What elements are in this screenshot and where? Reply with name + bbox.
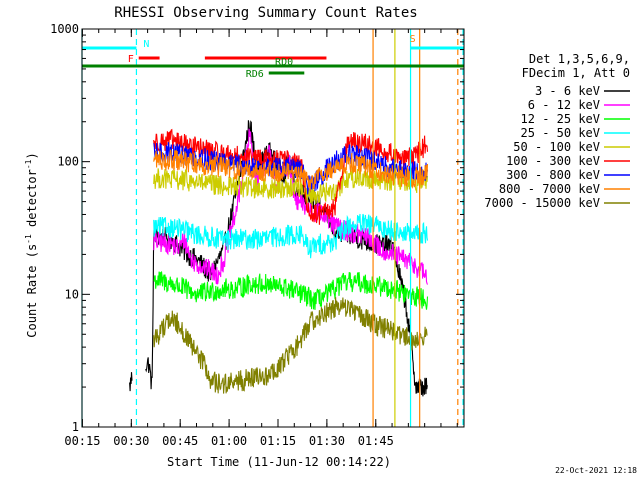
- y-axis-title-part: -1: [24, 159, 33, 169]
- annotation-label: N: [143, 39, 149, 50]
- plot-frame: [81, 28, 465, 428]
- x-tick-label: 01:15: [260, 434, 296, 448]
- series-line: [153, 297, 428, 394]
- axis-layer: 00:15 00:30 00:45 01:00 01:15 01:30 01:45 1 10 10…: [50, 22, 465, 448]
- x-tick-label: 00:30: [113, 434, 149, 448]
- legend-label: 100 - 300 keV: [506, 154, 600, 168]
- y-axis-title-part: ): [25, 152, 39, 159]
- legend-label: 800 - 7000 keV: [499, 182, 600, 196]
- y-axis-title-part: Count Rate (s: [25, 244, 39, 338]
- y-tick-label: 100: [57, 155, 79, 169]
- legend-label: 50 - 100 keV: [513, 140, 600, 154]
- legend-label: 25 - 50 keV: [521, 126, 600, 140]
- legend: Det 1,3,5,6,9,FDecim 1, Att 0 3 - 6 keV6 …: [484, 52, 630, 210]
- series-line: [153, 167, 429, 206]
- annotation-label: F: [128, 54, 134, 65]
- legend-label: 12 - 25 keV: [521, 112, 600, 126]
- series-line: [153, 149, 429, 192]
- legend-label: 300 - 800 keV: [506, 168, 600, 182]
- y-tick-label: 1: [72, 420, 79, 434]
- x-tick-label: 00:15: [64, 434, 100, 448]
- y-axis-title-part: detector: [25, 169, 39, 234]
- y-axis-title: Count Rate (s-1 detector-1): [24, 152, 39, 337]
- annotation-label: RD6: [246, 69, 264, 80]
- series-line: [153, 213, 429, 259]
- legend-label: 7000 - 15000 keV: [484, 196, 600, 210]
- x-tick-label: 01:45: [358, 434, 394, 448]
- footer-timestamp: 22-Oct-2021 12:18: [555, 466, 637, 475]
- y-tick-label: 10: [65, 287, 79, 301]
- x-tick-label: 01:00: [211, 434, 247, 448]
- legend-label: 6 - 12 keV: [528, 98, 600, 112]
- legend-label: 3 - 6 keV: [535, 84, 600, 98]
- y-tick-label: 1000: [50, 22, 79, 36]
- series-line: [153, 271, 429, 310]
- x-tick-label: 00:45: [162, 434, 198, 448]
- data-layer: [129, 120, 429, 397]
- x-tick-label: 01:30: [309, 434, 345, 448]
- annotation-label: S: [410, 34, 416, 45]
- x-axis-title: Start Time (11-Jun-12 00:14:22): [167, 455, 391, 469]
- legend-header: FDecim 1, Att 0: [522, 66, 630, 80]
- chart-title: RHESSI Observing Summary Count Rates: [114, 5, 417, 21]
- annotation-label: RD0: [275, 57, 293, 68]
- y-axis-title-part: -1: [24, 234, 33, 244]
- legend-header: Det 1,3,5,6,9,: [529, 52, 630, 66]
